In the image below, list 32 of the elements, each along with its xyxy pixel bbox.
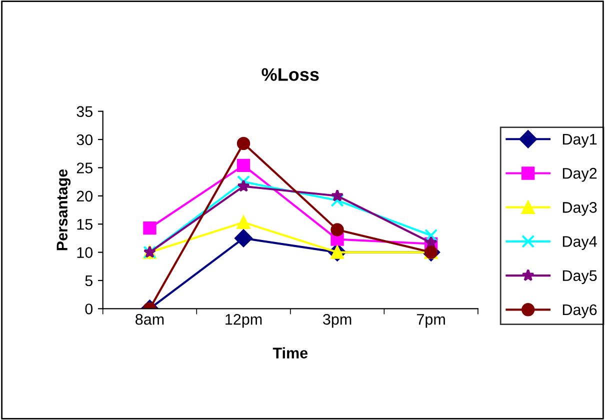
point	[236, 175, 250, 188]
x-axis-title: Time	[272, 347, 308, 358]
y-axis-title: Persantage	[56, 169, 71, 250]
legend-label: Day3	[562, 202, 597, 216]
y-tick-label: 10	[77, 247, 93, 258]
chart-title: %Loss	[262, 68, 319, 81]
y-tick-label: 15	[77, 219, 92, 230]
point	[330, 223, 344, 236]
y-tick-label: 5	[85, 276, 92, 286]
legend-label: Day6	[562, 304, 597, 318]
point	[234, 229, 252, 248]
legend-label: Day5	[562, 270, 597, 284]
y-tick-label: 20	[76, 190, 93, 202]
x-tick-label: 7pm	[416, 314, 445, 328]
legend-label: Day1	[562, 134, 597, 148]
x-tick-label: 12pm	[226, 314, 262, 328]
point	[143, 221, 156, 235]
x-tick-label: 8am	[136, 314, 164, 325]
y-tick-label: 35	[76, 106, 92, 117]
point	[236, 216, 250, 230]
point	[237, 180, 250, 192]
point	[424, 228, 438, 242]
y-tick-label: 30	[76, 134, 93, 146]
point	[236, 158, 250, 172]
point	[330, 189, 344, 202]
y-tick-label: 0	[85, 304, 93, 314]
legend-label: Day4	[562, 236, 597, 250]
y-tick-label: 25	[76, 162, 92, 174]
point	[236, 136, 250, 150]
legend-label: Day2	[562, 168, 597, 182]
x-tick-label: 3pm	[323, 314, 352, 328]
point	[330, 194, 344, 208]
